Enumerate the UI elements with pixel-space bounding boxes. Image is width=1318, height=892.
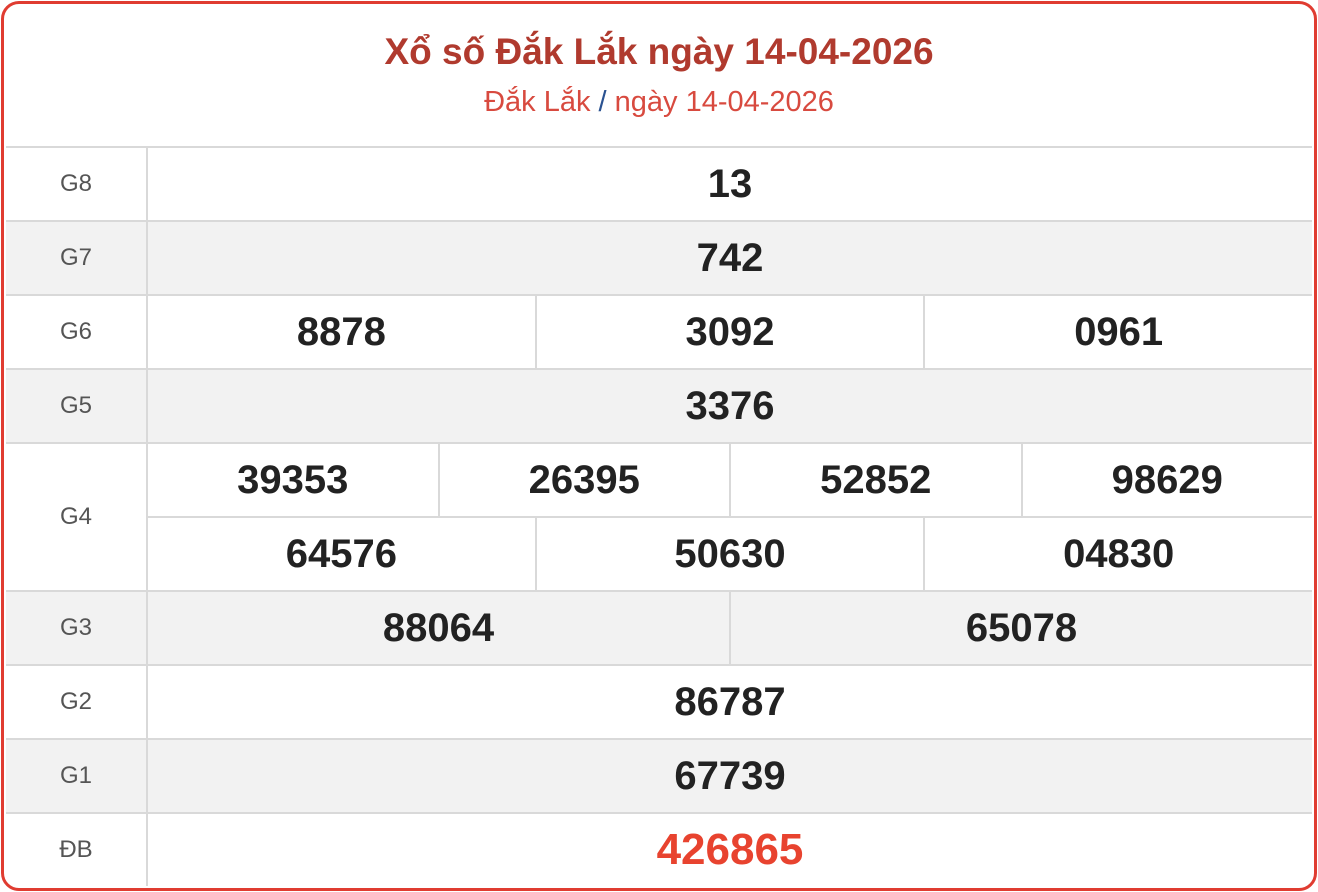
prize-number: 3092 [534, 296, 924, 368]
prize-label: G6 [6, 294, 148, 370]
prize-number: 64576 [285, 531, 397, 576]
prize-values: 88064 65078 [146, 590, 1312, 666]
prize-number: 0961 [923, 296, 1312, 368]
prize-label: G4 [6, 442, 148, 592]
prize-subrow: 742 [148, 222, 1312, 294]
prize-values: 426865 [146, 812, 1312, 886]
prize-row: G1 67739 [6, 738, 1312, 814]
prize-values: 86787 [146, 664, 1312, 740]
prize-number: 13 [707, 161, 753, 206]
prize-label: G1 [6, 738, 148, 814]
prize-values: 8878 3092 0961 [146, 294, 1312, 370]
prize-subrow: 8878 3092 0961 [148, 296, 1312, 368]
prize-number: 26395 [437, 444, 730, 516]
prize-number: 86787 [674, 679, 786, 724]
prize-row: G4 39353 26395 52852 98629 64576 50630 04830 [6, 442, 1312, 592]
prize-label: G5 [6, 368, 148, 444]
prize-number: 742 [696, 235, 764, 280]
prize-row: G5 3376 [6, 368, 1312, 444]
prize-row: ĐB 426865 [6, 812, 1312, 886]
prize-values: 39353 26395 52852 98629 64576 50630 04830 [146, 442, 1312, 592]
prize-label: G3 [6, 590, 148, 666]
prize-values: 67739 [146, 738, 1312, 814]
prize-number: 52852 [729, 444, 1021, 516]
prize-number: 98629 [1020, 444, 1313, 516]
header: Xổ số Đắk Lắk ngày 14-04-2026 Đắk Lắk / … [4, 4, 1314, 146]
prize-label: G8 [6, 146, 148, 222]
prize-subrow: 88064 65078 [148, 592, 1312, 664]
prize-number: 3376 [685, 383, 775, 428]
prize-subrow: 67739 [148, 740, 1312, 812]
prize-label: G2 [6, 664, 148, 740]
prize-values: 742 [146, 220, 1312, 296]
prize-row: G3 88064 65078 [6, 590, 1312, 666]
special-prize-number: 426865 [656, 825, 804, 874]
prize-number: 39353 [237, 457, 349, 502]
prize-label: ĐB [6, 812, 148, 886]
prize-values: 13 [146, 146, 1312, 222]
prize-number: 04830 [923, 518, 1312, 590]
prize-subrow: 3376 [148, 370, 1312, 442]
prize-row: G7 742 [6, 220, 1312, 296]
results-table: G8 13 G7 742 G6 8878 3092 0961 G5 3376 G4 39353 2639… [6, 146, 1312, 886]
prize-subrow: 86787 [148, 666, 1312, 738]
breadcrumb: Đắk Lắk / ngày 14-04-2026 [4, 84, 1314, 120]
prize-values: 3376 [146, 368, 1312, 444]
prize-number: 8878 [296, 309, 386, 354]
prize-number: 65078 [729, 592, 1312, 664]
breadcrumb-date-link[interactable]: ngày 14-04-2026 [614, 86, 834, 118]
breadcrumb-province-link[interactable]: Đắk Lắk [484, 86, 591, 118]
prize-label: G7 [6, 220, 148, 296]
prize-number: 88064 [382, 605, 495, 650]
prize-row: G2 86787 [6, 664, 1312, 740]
prize-subrow: 426865 [148, 814, 1312, 886]
prize-number: 50630 [534, 518, 924, 590]
prize-subrow: 64576 50630 04830 [148, 516, 1312, 590]
page-title: Xổ số Đắk Lắk ngày 14-04-2026 [384, 31, 934, 72]
prize-subrow: 13 [148, 148, 1312, 220]
breadcrumb-separator: / [598, 86, 607, 118]
prize-subrow: 39353 26395 52852 98629 [148, 444, 1312, 516]
prize-row: G8 13 [6, 146, 1312, 222]
prize-row: G6 8878 3092 0961 [6, 294, 1312, 370]
prize-number: 67739 [674, 753, 786, 798]
